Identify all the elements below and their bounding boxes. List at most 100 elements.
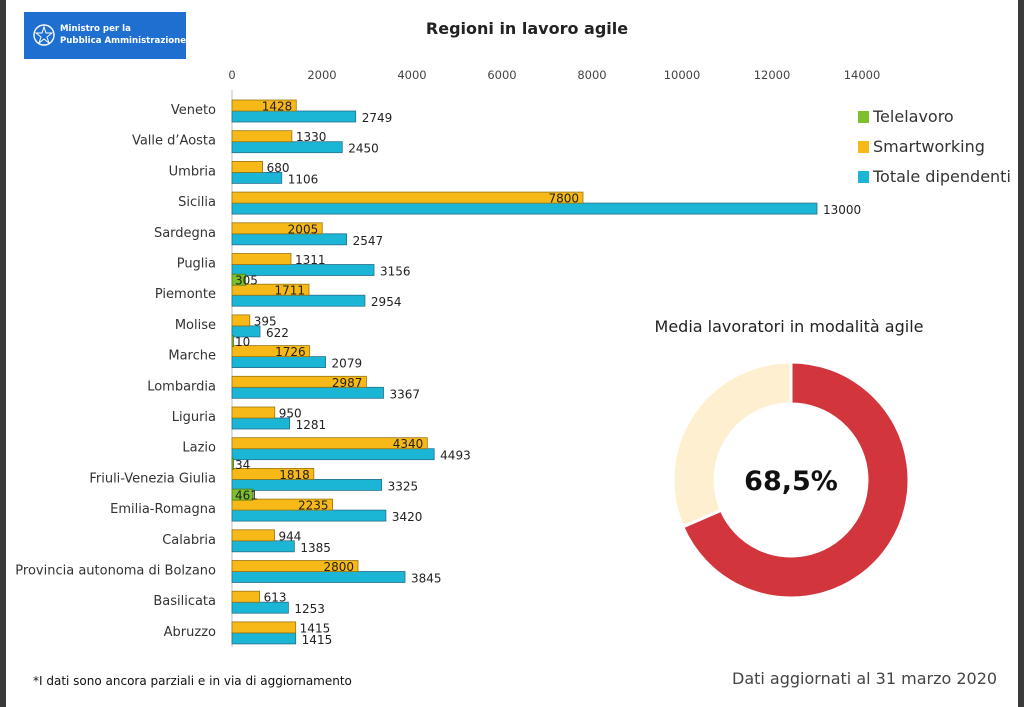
totale-value-label: 4493 [440, 449, 471, 463]
category-label: Lombardia [147, 379, 216, 394]
legend-label: Smartworking [873, 137, 985, 156]
update-date: Dati aggiornati al 31 marzo 2020 [732, 669, 998, 688]
x-tick-label: 4000 [397, 68, 426, 82]
totale-value-label: 3420 [392, 510, 423, 524]
totale-value-label: 622 [266, 326, 289, 340]
category-label: Molise [175, 318, 216, 333]
category-label: Valle d’Aosta [132, 134, 216, 149]
donut-center-label: 68,5% [744, 466, 838, 497]
category-label: Liguria [172, 410, 216, 425]
totale-value-label: 2954 [371, 295, 402, 309]
donut-segment-remainder [671, 360, 793, 529]
donut-segment-agile [680, 360, 911, 600]
bar-telelavoro [231, 335, 234, 348]
smartworking-value-label: 2987 [332, 376, 363, 390]
chart-canvas: Regioni in lavoro agile 0 2000 4000 6000 8000… [15, 19, 1011, 647]
smartworking-value-label: 4340 [393, 437, 424, 451]
bar-totale-dipendenti [231, 571, 406, 583]
bar-totale-dipendenti [231, 601, 289, 614]
bar-smartworking [231, 314, 251, 327]
smartworking-value-label: 944 [278, 529, 301, 543]
category-label: Basilicata [153, 594, 216, 609]
bar-smartworking [231, 345, 311, 358]
smartworking-value-label: 950 [279, 407, 302, 421]
donut-title: Media lavoratori in modalità agile [655, 317, 924, 336]
bar-smartworking [231, 560, 359, 572]
x-tick-label: 10000 [664, 68, 701, 82]
totale-value-label: 1281 [296, 418, 327, 432]
ministry-logo: Ministro per la Pubblica Amministrazione [24, 12, 186, 59]
totale-value-label: 3325 [388, 479, 419, 493]
x-tick-label: 6000 [487, 68, 516, 82]
totale-value-label: 3156 [380, 265, 411, 279]
category-label: Umbria [169, 164, 216, 179]
page: Ministro per la Pubblica Amministrazione… [6, 0, 1018, 707]
emblem-icon [33, 24, 55, 46]
smartworking-value-label: 1428 [262, 100, 293, 114]
bar-smartworking [231, 406, 276, 419]
bar-totale-dipendenti [231, 264, 375, 276]
x-tick-label: 0 [228, 68, 235, 82]
bar-telelavoro [231, 488, 254, 501]
x-tick-label: 12000 [754, 68, 791, 82]
smartworking-value-label: 613 [264, 591, 287, 605]
bar-smartworking [231, 99, 297, 112]
x-tick-label: 8000 [577, 68, 606, 82]
bar-smartworking [231, 253, 292, 265]
bar-telelavoro [231, 273, 247, 286]
totale-value-label: 3845 [411, 572, 442, 586]
x-tick-label: 2000 [307, 68, 336, 82]
category-label: Friuli-Venezia Giulia [89, 471, 216, 486]
logo-line1: Ministro per la [60, 24, 131, 34]
totale-value-label: 1106 [288, 172, 319, 186]
footnote: *I dati sono ancora parziali e in via di… [33, 674, 352, 688]
smartworking-value-label: 1818 [279, 468, 310, 482]
logo-text: Ministro per la Pubblica Amministrazione [60, 23, 186, 47]
category-label: Provincia autonoma di Bolzano [15, 564, 216, 579]
legend-swatch [858, 141, 869, 153]
totale-value-label: 2079 [332, 357, 363, 371]
category-label: Lazio [182, 441, 216, 456]
bar-smartworking [231, 375, 367, 388]
x-tick-label: 14000 [844, 68, 881, 82]
bar-smartworking [231, 222, 323, 235]
smartworking-value-label: 7800 [548, 192, 579, 206]
category-label: Calabria [162, 533, 216, 548]
bar-chart-title: Regioni in lavoro agile [426, 19, 628, 38]
category-label: Abruzzo [164, 625, 216, 640]
bar-smartworking [231, 191, 584, 204]
bar-smartworking [231, 621, 297, 634]
category-label: Marche [168, 349, 216, 364]
smartworking-value-label: 1726 [275, 345, 306, 359]
bar-smartworking [231, 283, 310, 296]
category-label: Emilia-Romagna [110, 502, 216, 517]
category-label: Veneto [171, 103, 216, 118]
totale-value-label: 3367 [390, 387, 421, 401]
totale-value-label: 13000 [823, 203, 861, 217]
category-label: Sicilia [178, 195, 216, 210]
bar-smartworking [231, 437, 428, 450]
bar-totale-dipendenti [231, 632, 297, 645]
smartworking-value-label: 2800 [323, 560, 354, 574]
category-label: Piemonte [155, 287, 216, 302]
legend-label: Totale dipendenti [872, 167, 1011, 186]
totale-value-label: 1253 [294, 602, 325, 616]
bar-smartworking [231, 498, 333, 511]
bar-totale-dipendenti [231, 110, 357, 123]
legend-swatch [858, 171, 869, 183]
smartworking-value-label: 1311 [295, 253, 326, 267]
bar-smartworking [231, 590, 260, 603]
telelavoro-value-label: 305 [235, 274, 258, 288]
smartworking-value-label: 2005 [288, 222, 319, 236]
bar-telelavoro [231, 457, 234, 470]
telelavoro-value-label: 461 [235, 489, 258, 503]
legend-swatch [858, 111, 869, 123]
bar-smartworking [231, 467, 315, 480]
category-label: Sardegna [154, 226, 216, 241]
totale-value-label: 2547 [353, 234, 384, 248]
smartworking-value-label: 1415 [300, 621, 331, 635]
bar-smartworking [231, 529, 275, 542]
logo-line2: Pubblica Amministrazione [60, 36, 187, 46]
smartworking-value-label: 680 [267, 161, 290, 175]
smartworking-value-label: 1711 [274, 284, 305, 298]
